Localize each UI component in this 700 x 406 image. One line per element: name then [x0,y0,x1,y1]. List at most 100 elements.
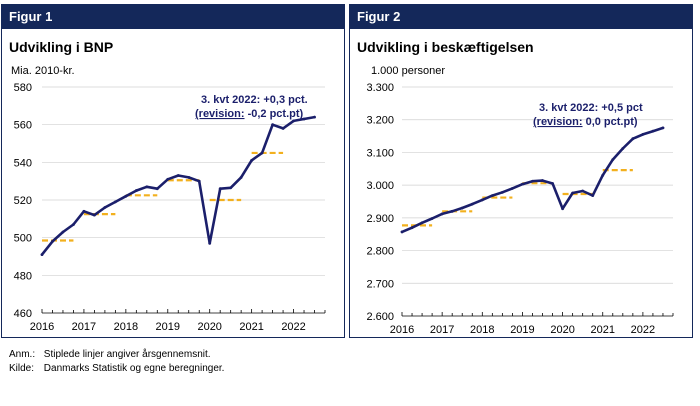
data-point [218,187,222,191]
data-point [641,133,645,136]
data-point [281,127,285,130]
figure-1-unit-label: Mia. 2010-kr. [11,65,75,77]
data-point [511,187,514,190]
data-point [440,212,444,216]
data-point [40,253,44,257]
data-point [61,230,65,234]
y-tick-label: 2.800 [366,246,394,258]
data-point [631,137,635,141]
annotation-revision-label: (revision: [533,116,583,128]
annotation-latest-quarter: 3. kvt 2022: +0,5 pct [539,102,643,114]
y-tick-label: 3.300 [366,82,394,94]
data-point [166,177,170,181]
note-anm: Anm.: Stiplede linjer angiver årsgennems… [9,348,224,362]
y-tick-label: 2.700 [366,278,394,290]
y-tick-label: 3.200 [366,115,394,127]
data-point [460,206,464,210]
annotation-revision: (revision: -0,2 pct.pt) [195,108,304,120]
series-line [40,115,316,256]
data-point [591,194,595,198]
x-tick-label: 2019 [510,324,534,336]
data-point [103,206,107,209]
y-tick-label: 520 [14,195,32,207]
data-point [229,186,233,190]
figure-2-title: Udvikling i beskæftigelsen [357,39,534,55]
data-point [302,117,306,121]
note-anm-text: Stiplede linjer angiver årsgennemsnit. [43,349,211,360]
figure-1-label: Figur 1 [2,5,344,29]
data-point [134,189,138,192]
data-point [250,159,254,162]
x-tick-label: 2020 [550,324,574,336]
data-point [124,194,128,198]
data-point [571,191,575,195]
data-point [661,126,665,130]
note-kilde-text: Danmarks Statistik og egne beregninger. [43,363,225,374]
data-point [621,147,625,150]
y-tick-label: 3.000 [366,180,394,192]
x-tick-label: 2016 [30,321,54,333]
figure-2-panel: Figur 2 Udvikling i beskæftigelsen 1.000… [349,4,693,338]
data-point [260,151,264,155]
data-point [93,213,96,217]
data-point [313,115,316,119]
data-point [51,240,54,243]
x-tick-label: 2022 [281,321,305,333]
data-point [521,182,524,186]
note-anm-label: Anm.: [9,349,36,360]
annotation-revision-value: -0,2 pct.pt) [245,108,304,120]
data-point [400,230,404,234]
figure-1-title: Udvikling i BNP [9,39,114,55]
data-point [82,209,86,213]
data-point [551,182,554,185]
data-point [72,223,75,226]
data-point [651,129,655,133]
data-point [601,173,605,177]
data-point [450,209,454,213]
y-tick-label: 580 [14,82,32,94]
data-point [208,241,212,245]
note-kilde: Kilde: Danmarks Statistik og egne beregn… [9,362,224,376]
x-tick-label: 2022 [631,324,655,336]
note-kilde-label: Kilde: [9,363,35,374]
data-point [155,187,159,191]
annotation-revision-value: 0,0 pct.pt) [583,116,638,128]
y-tick-label: 480 [14,270,32,282]
notes: Anm.: Stiplede linjer angiver årsgennems… [9,348,224,376]
data-point [490,194,494,198]
data-point [480,198,484,202]
data-point [113,200,117,204]
data-point [420,221,424,225]
y-tick-label: 540 [14,157,32,169]
data-point [500,190,504,194]
data-point [271,123,274,127]
figure-2-chart: 2.600 2.700 2.800 2.900 3.000 3.100 3.200 3.300… [366,82,674,336]
y-tick-label: 460 [14,308,32,320]
x-tick-label: 2017 [430,324,454,336]
annotation-revision-label: (revision: [195,108,245,120]
data-point [611,158,615,162]
figure-1-chart: 460 480 500 520 540 560 580 2016 2017 2018 2019 202… [14,82,326,333]
x-tick-label: 2018 [470,324,494,336]
y-tick-label: 2.600 [366,311,394,323]
annotation-revision: (revision: 0,0 pct.pt) [533,116,638,128]
x-tick-label: 2021 [590,324,614,336]
annotation-latest-quarter: 3. kvt 2022: +0,3 pct. [201,94,308,106]
data-point [176,174,180,177]
x-tick-label: 2020 [197,321,221,333]
x-tick-label: 2017 [72,321,96,333]
x-tick-label: 2016 [390,324,414,336]
data-point [197,179,201,183]
figure-1-panel: Figur 1 Udvikling i BNP Mia. 2010-kr. 46… [1,4,345,338]
x-tick-label: 2021 [239,321,263,333]
y-tick-label: 2.900 [366,213,394,225]
data-point [145,185,149,189]
data-point [187,176,191,179]
x-tick-label: 2019 [156,321,180,333]
y-tick-label: 500 [14,233,32,245]
x-tick-label: 2018 [114,321,138,333]
data-point [430,217,434,220]
data-point [541,179,544,182]
data-point [581,189,585,193]
data-point [470,202,474,206]
